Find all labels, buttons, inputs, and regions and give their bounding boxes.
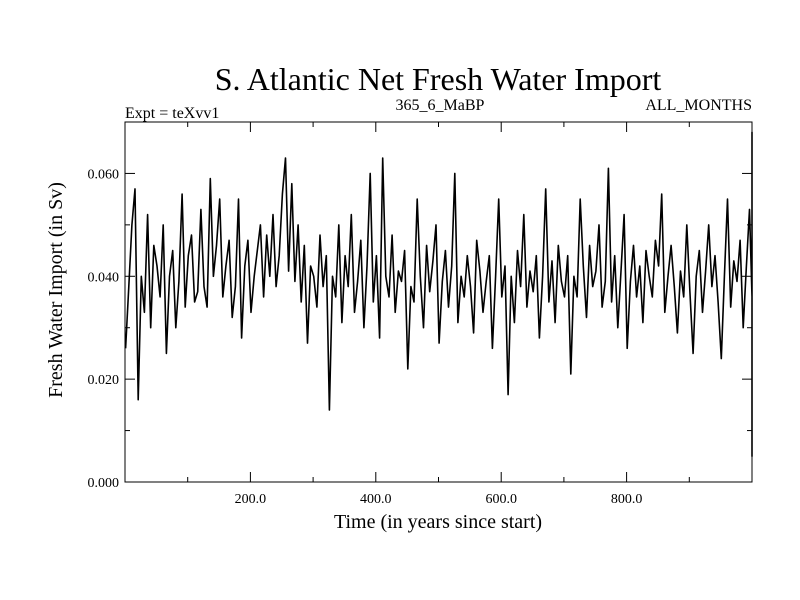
y-tick-label: 0.020 <box>88 373 120 388</box>
x-tick-label: 800.0 <box>611 492 643 507</box>
x-axis-label: Time (in years since start) <box>334 511 542 533</box>
chart-title: S. Atlantic Net Fresh Water Import <box>215 61 662 97</box>
axis-ticks <box>125 122 752 482</box>
y-tick-labels: 0.000 0.020 0.040 0.060 <box>88 167 120 491</box>
y-axis-label: Fresh Water Import (in Sv) <box>45 182 67 398</box>
subtitle-left: Expt = teXvv1 <box>125 105 219 122</box>
series-line <box>124 131 753 458</box>
y-tick-label: 0.040 <box>88 270 120 285</box>
y-tick-label: 0.060 <box>88 167 120 182</box>
x-tick-label: 400.0 <box>360 492 392 507</box>
x-tick-labels: 200.0 400.0 600.0 800.0 <box>235 492 643 507</box>
y-tick-label: 0.000 <box>88 476 120 491</box>
x-tick-label: 200.0 <box>235 492 267 507</box>
subtitle-center: 365_6_MaBP <box>396 97 485 114</box>
x-tick-label: 600.0 <box>485 492 517 507</box>
subtitle-right: ALL_MONTHS <box>645 97 752 114</box>
